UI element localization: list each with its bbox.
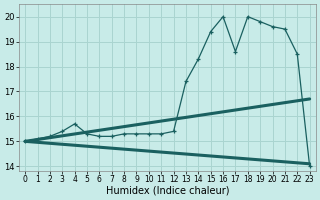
X-axis label: Humidex (Indice chaleur): Humidex (Indice chaleur) xyxy=(106,186,229,196)
